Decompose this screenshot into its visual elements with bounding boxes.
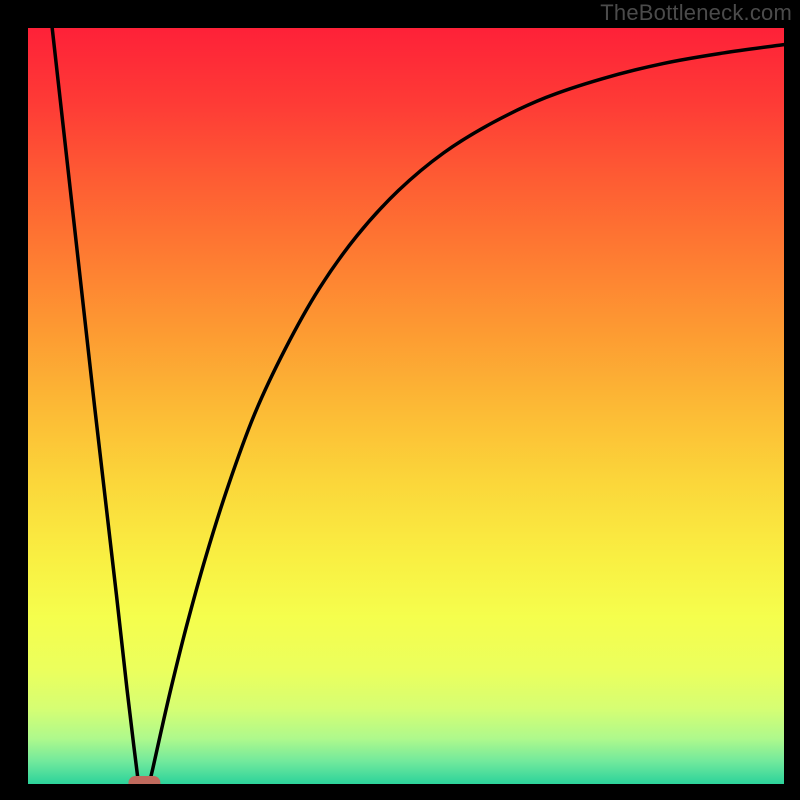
chart-container: TheBottleneck.com bbox=[0, 0, 800, 800]
bottleneck-plot bbox=[0, 0, 800, 800]
watermark-label: TheBottleneck.com bbox=[600, 0, 792, 26]
gradient-background bbox=[28, 28, 784, 784]
